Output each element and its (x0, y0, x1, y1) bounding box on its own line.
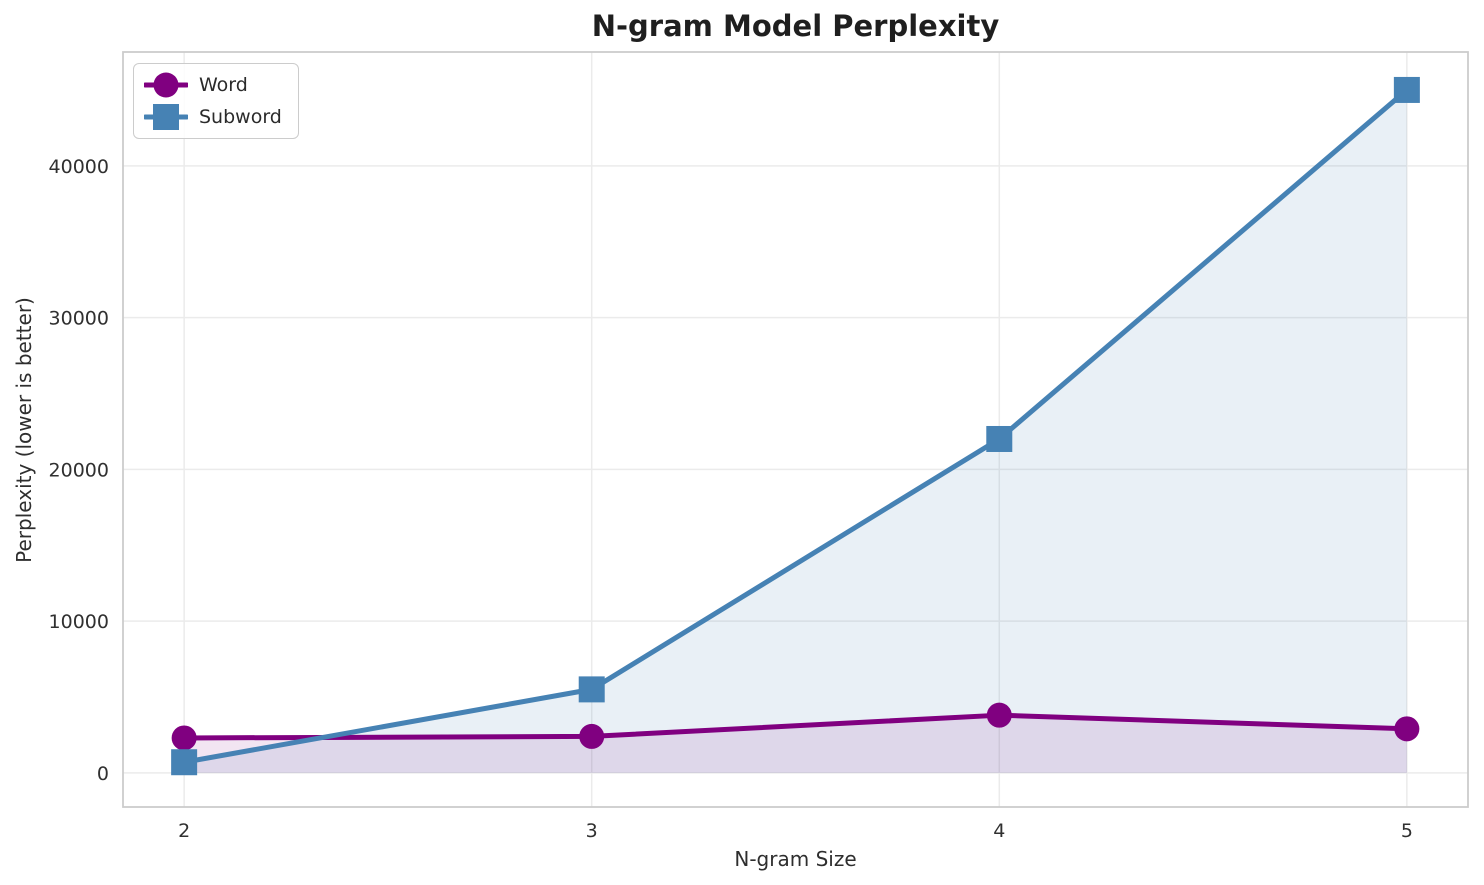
legend: Word Subword (133, 63, 299, 139)
y-tick-label: 40000 (49, 156, 109, 178)
x-axis-label: N-gram Size (734, 847, 857, 871)
x-tick-label: 3 (586, 820, 598, 842)
legend-label-subword: Subword (199, 106, 282, 128)
chart-title: N-gram Model Perplexity (591, 9, 1000, 43)
x-tick-label: 2 (178, 820, 190, 842)
y-tick-label: 20000 (49, 459, 109, 481)
subword-line-square-icon (144, 104, 188, 130)
legend-item-word: Word (144, 70, 282, 100)
y-tick-label: 10000 (49, 611, 109, 633)
x-tick-label: 4 (993, 820, 1005, 842)
y-axis-label: Perplexity (lower is better) (12, 297, 36, 563)
legend-item-subword: Subword (144, 102, 282, 132)
y-tick-label: 30000 (49, 308, 109, 330)
y-tick-label: 0 (97, 763, 109, 785)
legend-label-word: Word (199, 74, 248, 96)
x-tick-label: 5 (1401, 820, 1413, 842)
word-line-circle-icon (144, 72, 188, 98)
